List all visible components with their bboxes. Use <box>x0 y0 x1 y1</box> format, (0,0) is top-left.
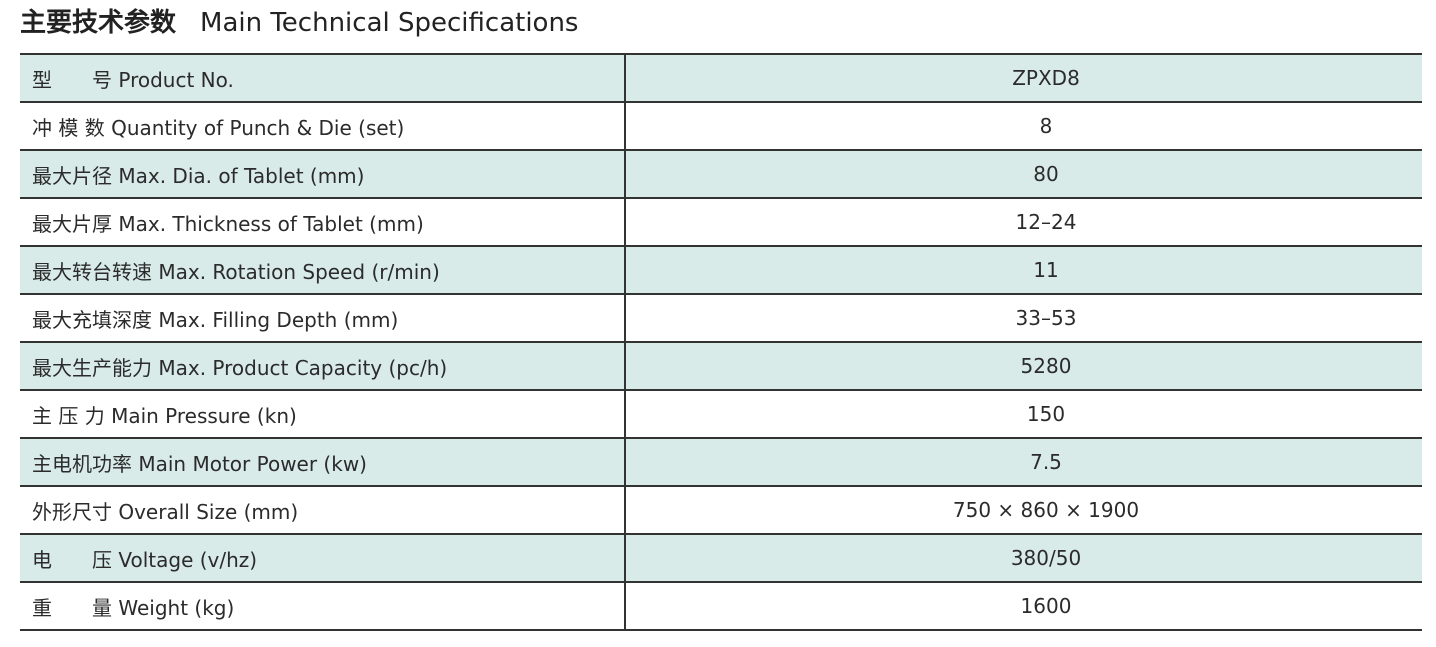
spec-row: 最大转台转速 Max. Rotation Speed (r/min) 11 <box>20 245 1422 295</box>
spec-value: 33–53 <box>625 293 1422 343</box>
spec-value: ZPXD8 <box>625 53 1422 103</box>
spec-value: 80 <box>625 149 1422 199</box>
spec-row: 最大片厚 Max. Thickness of Tablet (mm) 12–24 <box>20 197 1422 247</box>
spec-row: 最大充填深度 Max. Filling Depth (mm) 33–53 <box>20 293 1422 343</box>
title-en: Main Technical Specifications <box>200 8 579 38</box>
spec-label: 外形尺寸 Overall Size (mm) <box>20 485 626 535</box>
spec-label: 主电机功率 Main Motor Power (kw) <box>20 437 626 487</box>
spec-row: 外形尺寸 Overall Size (mm) 750 × 860 × 1900 <box>20 485 1422 535</box>
spec-value: 7.5 <box>625 437 1422 487</box>
title: 主要技术参数 Main Technical Specifications <box>20 6 578 40</box>
spec-label: 主 压 力 Main Pressure (kn) <box>20 389 626 439</box>
spec-label: 最大充填深度 Max. Filling Depth (mm) <box>20 293 626 343</box>
spec-row: 最大片径 Max. Dia. of Tablet (mm) 80 <box>20 149 1422 199</box>
spec-row: 主电机功率 Main Motor Power (kw) 7.5 <box>20 437 1422 487</box>
spec-row: 重 量 Weight (kg) 1600 <box>20 581 1422 631</box>
spec-row: 主 压 力 Main Pressure (kn) 150 <box>20 389 1422 439</box>
spec-label: 型 号 Product No. <box>20 53 626 103</box>
spec-label: 冲 模 数 Quantity of Punch & Die (set) <box>20 101 626 151</box>
spec-label: 最大转台转速 Max. Rotation Speed (r/min) <box>20 245 626 295</box>
spec-value: 11 <box>625 245 1422 295</box>
spec-label: 最大片厚 Max. Thickness of Tablet (mm) <box>20 197 626 247</box>
spec-value: 12–24 <box>625 197 1422 247</box>
spec-table: 型 号 Product No. ZPXD8 冲 模 数 Quantity of Pu… <box>20 53 1422 631</box>
title-zh: 主要技术参数 <box>20 8 177 38</box>
spec-value: 5280 <box>625 341 1422 391</box>
spec-value: 750 × 860 × 1900 <box>625 485 1422 535</box>
spec-label: 最大片径 Max. Dia. of Tablet (mm) <box>20 149 626 199</box>
spec-label: 最大生产能力 Max. Product Capacity (pc/h) <box>20 341 626 391</box>
spec-row: 电 压 Voltage (v/hz) 380/50 <box>20 533 1422 583</box>
spec-row: 最大生产能力 Max. Product Capacity (pc/h) 5280 <box>20 341 1422 391</box>
spec-value: 8 <box>625 101 1422 151</box>
spec-value: 150 <box>625 389 1422 439</box>
spec-label: 重 量 Weight (kg) <box>20 581 626 631</box>
spec-row: 型 号 Product No. ZPXD8 <box>20 53 1422 103</box>
spec-label: 电 压 Voltage (v/hz) <box>20 533 626 583</box>
spec-value: 1600 <box>625 581 1422 631</box>
spec-value: 380/50 <box>625 533 1422 583</box>
spec-row: 冲 模 数 Quantity of Punch & Die (set) 8 <box>20 101 1422 151</box>
